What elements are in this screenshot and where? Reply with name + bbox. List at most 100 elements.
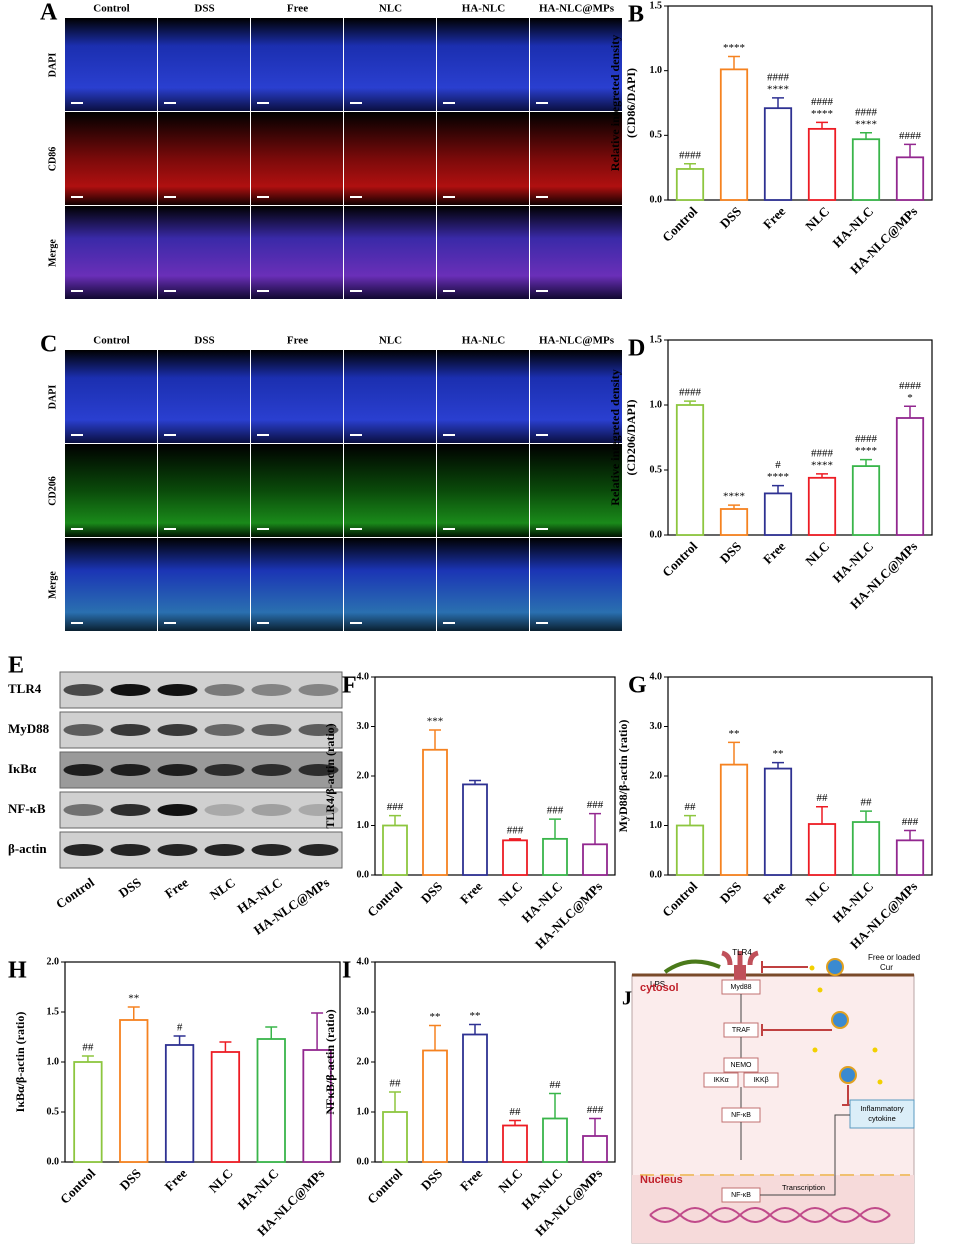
error-bar [772, 761, 784, 769]
bar [382, 824, 408, 876]
significance-label: **** [855, 118, 877, 130]
error-bar [469, 779, 481, 785]
cur-dot [872, 1047, 878, 1053]
x-tick-label: NLC [802, 879, 832, 909]
significance-label: # [177, 1022, 183, 1034]
scale-bar [350, 290, 362, 292]
y-axis-title: NFκB/β-actin (ratio) [323, 1009, 337, 1114]
scale-bar [71, 196, 83, 198]
bar [807, 823, 837, 876]
bar [895, 839, 925, 876]
significance-label: **** [855, 445, 877, 457]
y-tick-label: 1.0 [357, 820, 370, 831]
column-label: NLC [379, 3, 402, 15]
significance-label: ** [773, 748, 784, 760]
x-tick-label: NLC [802, 204, 832, 234]
diagram-text: cytosol [640, 982, 679, 994]
micrograph [158, 206, 250, 299]
blot-band [63, 684, 104, 696]
row-label: DAPI [47, 385, 58, 410]
scale-bar [443, 102, 455, 104]
bar [462, 783, 488, 876]
panel-label: J [622, 988, 632, 1010]
scale-bar [164, 622, 176, 624]
bar [895, 156, 925, 201]
scale-bar [164, 102, 176, 104]
scale-bar [350, 622, 362, 624]
error-bar [904, 143, 916, 158]
significance-label: ### [507, 824, 524, 836]
error-bar [265, 1026, 278, 1039]
row-label: NF-κB [8, 801, 46, 816]
blot-band [251, 844, 292, 856]
blot-band [298, 804, 339, 816]
x-tick-label: NLC [495, 1166, 525, 1196]
significance-label: ## [685, 801, 697, 813]
blot-band [63, 844, 104, 856]
blot-band [298, 684, 339, 696]
blot-band [157, 844, 198, 856]
x-tick-label: DSS [717, 539, 744, 566]
y-tick-label: 0.5 [650, 464, 663, 475]
blot-band [157, 804, 198, 816]
dna [649, 1207, 891, 1223]
error-bar [860, 131, 872, 140]
significance-label: **** [811, 459, 833, 471]
significance-label: **** [723, 491, 745, 503]
significance-label: #### [811, 96, 834, 108]
blot-strip [59, 711, 343, 749]
scale-bar [443, 290, 455, 292]
x-tick-label: Control [53, 874, 97, 911]
error-bar [429, 729, 441, 750]
nanoparticle [831, 1011, 849, 1029]
micrograph [251, 350, 343, 443]
blot-band [298, 844, 339, 856]
bar [895, 417, 925, 536]
significance-label: #### [767, 71, 790, 83]
y-tick-label: 1.5 [650, 334, 663, 345]
blot-band [251, 684, 292, 696]
row-label: TLR4 [8, 681, 42, 696]
significance-label: ** [128, 993, 139, 1005]
row-label: MyD88 [8, 721, 50, 736]
panel-label: C [40, 332, 57, 358]
bar [719, 68, 749, 201]
diagram-text: Myd88 [730, 984, 751, 991]
micrograph [251, 538, 343, 631]
x-tick-label: Free [760, 203, 788, 231]
micrograph [65, 206, 157, 299]
significance-label: ## [550, 1079, 562, 1091]
error-bar [549, 1092, 561, 1119]
y-axis-title: TLR4/β-actin (ratio) [323, 723, 337, 828]
diagram-text: Transcription [782, 1183, 825, 1192]
micrograph [344, 18, 436, 111]
scale-bar [71, 528, 83, 530]
error-bar [684, 400, 696, 405]
scale-bar [443, 528, 455, 530]
y-tick-label: 3.0 [357, 1006, 370, 1017]
panel-label: D [628, 336, 645, 362]
micrograph [251, 112, 343, 205]
y-axis-title: Relative integreted density [608, 369, 622, 505]
scale-bar [536, 622, 548, 624]
bar [763, 107, 793, 201]
y-tick-label: 0.5 [47, 1106, 60, 1117]
blot-strip [59, 831, 343, 869]
micrograph [158, 18, 250, 111]
y-axis-title: MyD88/β-actin (ratio) [616, 720, 630, 833]
bar [462, 1033, 488, 1163]
micrograph [437, 112, 529, 205]
micrograph [530, 350, 622, 443]
x-tick-label: DSS [418, 879, 445, 906]
scale-bar [350, 196, 362, 198]
scale-bar [71, 102, 83, 104]
panel-label: B [628, 2, 644, 28]
error-bar [772, 484, 784, 494]
bar [763, 492, 793, 536]
column-label: HA-NLC [462, 335, 505, 347]
bar [502, 1124, 528, 1163]
significance-label: **** [767, 83, 789, 95]
error-bar [728, 741, 740, 765]
significance-label: ## [82, 1042, 94, 1054]
